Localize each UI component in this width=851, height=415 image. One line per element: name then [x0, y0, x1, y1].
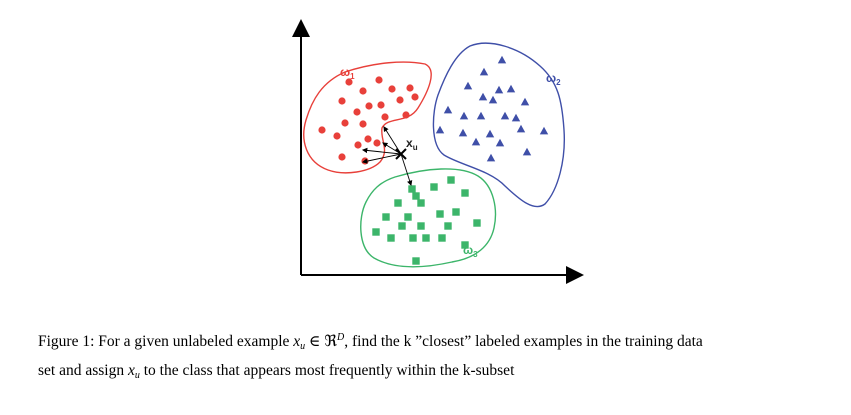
- omega2-marker: [476, 111, 486, 120]
- omega2-marker: [478, 92, 488, 101]
- omega1-marker: [359, 87, 367, 95]
- omega1-marker: [341, 119, 349, 127]
- caption-line-1: Figure 1: For a given unlabeled example …: [38, 332, 703, 352]
- omega2-marker: [494, 85, 504, 94]
- omega3-marker: [452, 208, 460, 216]
- omega2-marker: [488, 95, 498, 104]
- omega3-marker: [412, 257, 420, 265]
- omega1-marker: [396, 96, 404, 104]
- omega3-marker: [438, 234, 446, 242]
- cluster-omega1-label: ω1: [340, 65, 355, 81]
- query-point-xu: [395, 148, 407, 160]
- omega3-marker: [398, 222, 406, 230]
- omega1-marker: [411, 93, 419, 101]
- omega1-marker: [338, 153, 346, 161]
- omega2-marker: [471, 137, 481, 146]
- omega1-marker: [365, 102, 373, 110]
- neighbor-arrow: [400, 153, 413, 187]
- omega2-marker: [497, 55, 507, 64]
- omega2-marker: [459, 111, 469, 120]
- omega2-marker: [458, 128, 468, 137]
- omega3-marker: [372, 228, 380, 236]
- omega2-marker: [495, 138, 505, 147]
- omega1-marker: [359, 120, 367, 128]
- omega2-marker: [520, 97, 530, 106]
- omega2-marker: [539, 126, 549, 135]
- omega1-marker: [377, 101, 385, 109]
- caption-line-2: set and assign xu to the class that appe…: [38, 362, 515, 381]
- cluster-omega2-label: ω2: [546, 71, 561, 87]
- omega3-marker: [382, 213, 390, 221]
- cluster-omega1-points: [318, 76, 419, 165]
- omega3-marker: [461, 189, 469, 197]
- omega1-marker: [345, 78, 353, 86]
- omega1-marker: [364, 135, 372, 143]
- omega3-marker: [417, 222, 425, 230]
- omega1-marker: [381, 113, 389, 121]
- neighbor-arrow: [383, 126, 402, 155]
- omega3-marker: [436, 210, 444, 218]
- omega1-marker: [353, 108, 361, 116]
- omega2-marker: [479, 67, 489, 76]
- omega1-marker: [338, 97, 346, 105]
- omega1-marker: [318, 126, 326, 134]
- omega3-marker: [473, 219, 481, 227]
- cluster-omega2-boundary: [432, 42, 566, 208]
- omega2-marker: [485, 129, 495, 138]
- omega2-marker: [522, 147, 532, 156]
- omega3-marker: [412, 192, 420, 200]
- cluster-omega3-label: ω3: [463, 243, 478, 259]
- neighbor-arrow: [361, 153, 402, 164]
- neighbor-arrow: [361, 147, 402, 155]
- omega1-marker: [333, 132, 341, 140]
- omega1-marker: [375, 76, 383, 84]
- cluster-omega2-points: [435, 55, 549, 162]
- omega2-marker: [516, 124, 526, 133]
- cluster-omega1-boundary: [303, 61, 432, 174]
- omega2-marker: [506, 84, 516, 93]
- knn-figure: ω1 ω2 ω3 xu: [292, 19, 584, 284]
- omega3-marker: [461, 241, 469, 249]
- omega3-marker: [409, 234, 417, 242]
- omega2-marker: [486, 153, 496, 162]
- omega3-marker: [430, 183, 438, 191]
- omega2-marker: [443, 105, 453, 114]
- omega2-marker: [435, 125, 445, 134]
- omega2-marker: [500, 111, 510, 120]
- cluster-omega3-points: [372, 176, 481, 265]
- omega3-marker: [387, 234, 395, 242]
- omega1-marker: [406, 84, 414, 92]
- omega1-marker: [402, 111, 410, 119]
- omega1-marker: [373, 139, 381, 147]
- omega3-marker: [404, 213, 412, 221]
- omega2-marker: [463, 81, 473, 90]
- omega3-marker: [422, 234, 430, 242]
- omega1-marker: [354, 141, 362, 149]
- omega3-marker: [447, 176, 455, 184]
- omega2-marker: [511, 113, 521, 122]
- figure-caption: Figure 1: For a given unlabeled example …: [38, 327, 838, 385]
- query-label: xu: [406, 136, 418, 152]
- omega1-marker: [388, 85, 396, 93]
- omega3-marker: [444, 222, 452, 230]
- omega3-marker: [394, 199, 402, 207]
- omega3-marker: [408, 185, 416, 193]
- cluster-omega3-boundary: [360, 168, 497, 268]
- omega3-marker: [417, 199, 425, 207]
